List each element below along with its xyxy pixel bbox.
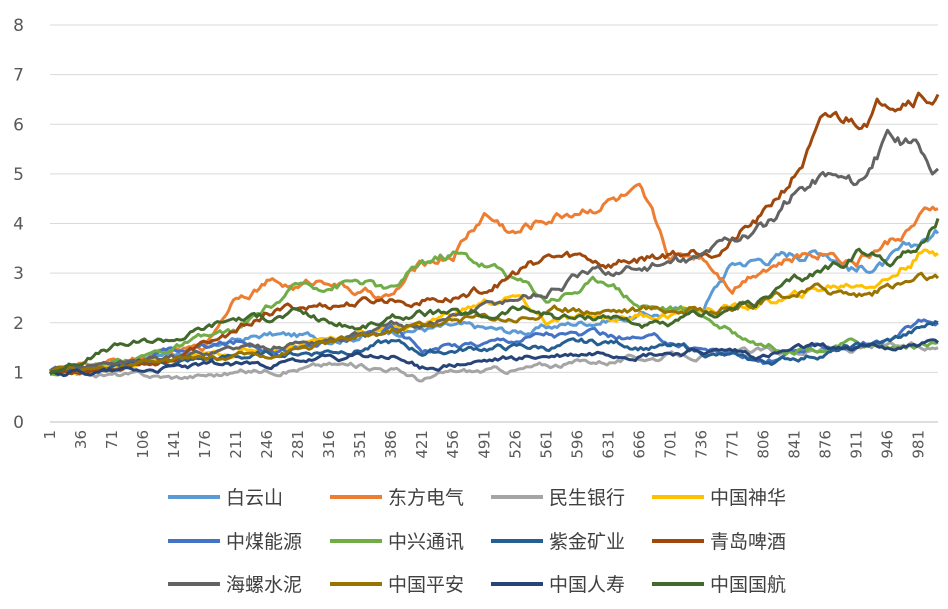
- x-tick-label: 1: [41, 430, 59, 440]
- x-tick-label: 771: [723, 430, 741, 459]
- x-tick-label: 456: [444, 430, 462, 459]
- x-tick-label: 141: [165, 430, 183, 459]
- series-line-9: [49, 128, 940, 373]
- x-tick-label: 351: [351, 430, 369, 459]
- legend-label: 青岛啤酒: [710, 531, 786, 553]
- x-tick-label: 841: [785, 430, 803, 459]
- legend-label: 中国人寿: [549, 574, 625, 596]
- legend-label: 民生银行: [549, 487, 625, 509]
- y-tick-label: 8: [13, 16, 24, 36]
- y-tick-label: 6: [13, 115, 24, 135]
- series-line-11: [49, 338, 939, 378]
- x-tick-label: 491: [475, 430, 493, 459]
- y-tick-label: 2: [13, 314, 24, 334]
- x-tick-label: 176: [196, 430, 214, 459]
- legend-label: 海螺水泥: [226, 574, 302, 596]
- x-tick-label: 386: [382, 430, 400, 459]
- legend-label: 东方电气: [388, 487, 464, 509]
- x-tick-label: 526: [506, 430, 524, 459]
- x-tick-label: 36: [72, 430, 90, 449]
- legend-label: 中煤能源: [226, 531, 302, 553]
- gridlines: [50, 24, 938, 423]
- x-tick-label: 106: [134, 430, 152, 459]
- x-tick-label: 71: [103, 430, 121, 449]
- x-tick-label: 806: [754, 430, 772, 459]
- x-tick-label: 211: [227, 430, 245, 459]
- legend-label: 中兴通讯: [388, 531, 464, 553]
- x-tick-label: 246: [258, 430, 276, 459]
- series-line-8: [50, 91, 940, 376]
- series-line-2: [49, 182, 939, 376]
- y-tick-label: 1: [13, 363, 24, 383]
- x-tick-label: 281: [289, 430, 307, 459]
- x-tick-label: 421: [413, 430, 431, 459]
- series-line-12: [49, 218, 940, 375]
- y-tick-label: 0: [13, 413, 24, 433]
- x-tick-label: 981: [910, 430, 928, 459]
- x-tick-label: 701: [661, 430, 679, 459]
- x-tick-label: 316: [320, 430, 338, 459]
- x-tick-label: 736: [692, 430, 710, 459]
- series-line-6: [49, 250, 939, 377]
- legend-label: 白云山: [226, 487, 283, 509]
- x-tick-label: 596: [568, 430, 586, 459]
- x-tick-label: 876: [816, 430, 834, 459]
- x-tick-label: 946: [878, 430, 896, 459]
- x-tick-label: 911: [847, 430, 865, 459]
- series-lines: [49, 91, 940, 383]
- y-tick-label: 3: [13, 264, 24, 284]
- legend-label: 中国国航: [710, 574, 786, 596]
- series-line-7: [49, 320, 939, 375]
- legend-label: 紫金矿业: [549, 531, 625, 553]
- y-tick-label: 4: [13, 215, 24, 235]
- legend-label: 中国平安: [388, 574, 464, 596]
- legend-label: 中国神华: [710, 487, 786, 509]
- x-tick-label: 666: [630, 430, 648, 459]
- y-tick-label: 7: [13, 66, 24, 86]
- y-tick-label: 5: [13, 165, 24, 185]
- x-tick-label: 631: [599, 430, 617, 459]
- x-tick-label: 561: [537, 430, 555, 459]
